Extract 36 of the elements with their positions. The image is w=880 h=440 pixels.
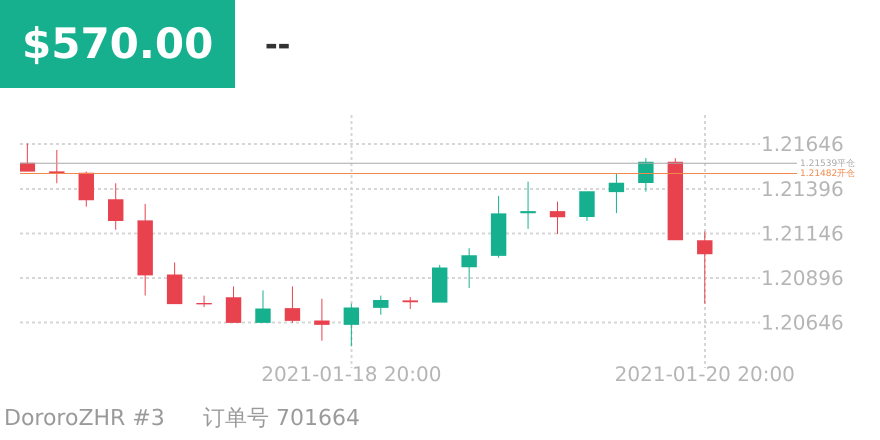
- candlestick: [520, 181, 536, 230]
- candlestick: [344, 303, 360, 347]
- candlestick: [638, 158, 654, 192]
- candlestick: [49, 149, 65, 184]
- ref-line-label: 1.21539平仓: [800, 158, 856, 169]
- y-tick-label: 1.21396: [761, 176, 844, 201]
- candlestick: [226, 286, 242, 323]
- y-tick-label: 1.20646: [761, 310, 844, 334]
- candlestick: [314, 298, 330, 342]
- text: 订单号 701664: [203, 406, 360, 431]
- candlestick: [550, 201, 566, 235]
- candlestick: [432, 264, 448, 303]
- candlestick: [490, 195, 506, 258]
- candlestick: [608, 172, 624, 214]
- y-tick-label: 1.21646: [761, 132, 844, 156]
- candlestick: [697, 231, 712, 304]
- candlestick: [373, 295, 389, 316]
- x-tick-label: 2021-01-18 20:00: [261, 362, 442, 386]
- candlestick: [284, 286, 300, 324]
- candlestick: [166, 262, 182, 304]
- y-tick-label: 1.20896: [761, 266, 844, 290]
- chart-title: $570.00: [0, 0, 236, 88]
- candlestick: [196, 295, 212, 308]
- ref-line-label: 1.21482开仓: [800, 168, 856, 179]
- candlestick: [20, 143, 36, 172]
- text: DororoZHR #3: [4, 406, 165, 431]
- candlestick: [137, 203, 153, 296]
- candlestick: [668, 158, 684, 240]
- candlestick: [579, 191, 595, 222]
- candlestick: [255, 290, 271, 324]
- x-tick-label: 2021-01-20 20:00: [614, 362, 795, 386]
- y-tick-label: 1.21146: [761, 221, 844, 246]
- candlestick: [78, 171, 94, 208]
- candlestick: [461, 248, 477, 288]
- candlestick: [108, 182, 124, 230]
- chart-subtitle: --: [265, 22, 290, 67]
